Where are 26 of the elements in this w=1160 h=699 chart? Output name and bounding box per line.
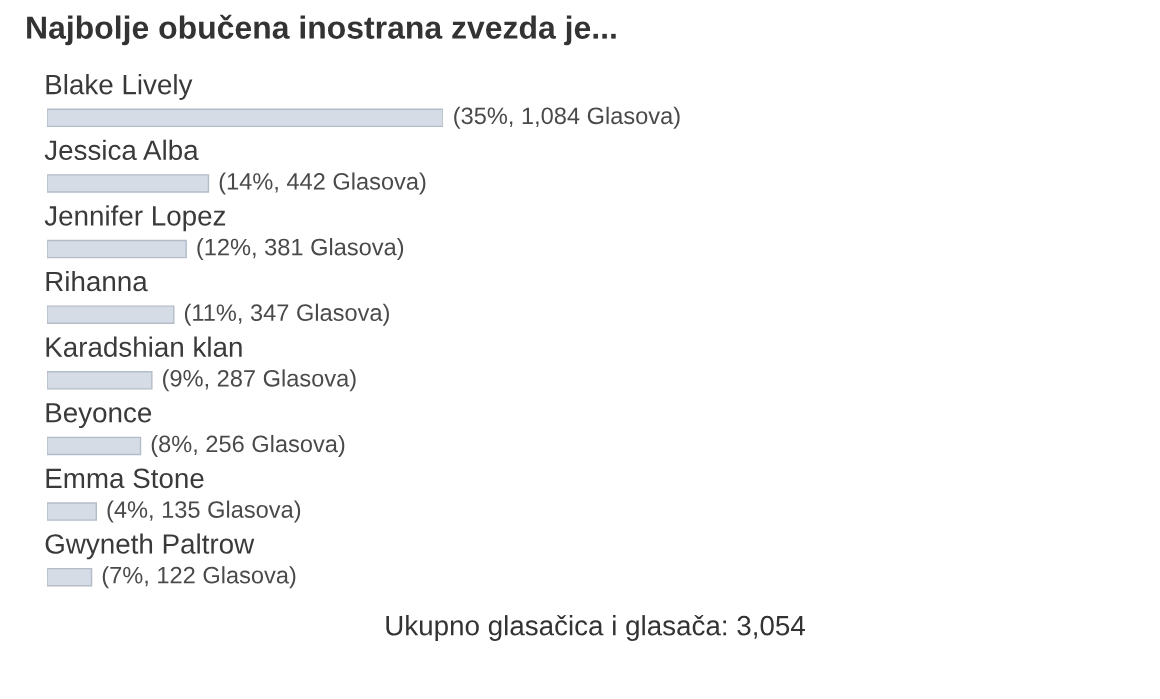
chart-title: Najbolje obučena inostrana zvezda je... — [27, 14, 616, 46]
y-tick-label: Jennifer Lopez — [44, 205, 226, 232]
y-tick-label: Emma Stone — [46, 468, 204, 489]
y-tick-label: Blake Lively — [46, 74, 193, 100]
bar — [47, 567, 93, 587]
bar — [47, 108, 443, 128]
bar — [47, 305, 175, 324]
bar — [47, 371, 153, 390]
data-label: (7%, 122 Glasova) — [102, 566, 296, 589]
data-label: (8%, 256 Glasova) — [151, 434, 345, 457]
data-label: (12%, 381 Glasova) — [197, 238, 404, 261]
y-tick-label: Jessica Alba — [44, 139, 199, 161]
bar — [47, 436, 142, 456]
data-label: (35%, 1,084 Glasova) — [454, 106, 680, 129]
bar — [47, 502, 98, 521]
data-label: (4%, 135 Glasova) — [107, 500, 301, 523]
y-tick-label: Beyonce — [46, 403, 152, 429]
y-tick-label: Karadshian klan — [46, 336, 242, 357]
text: Ukupno glasačica i glasača: 3,054 — [386, 615, 805, 641]
bar — [47, 239, 187, 259]
data-label: (9%, 287 Glasova) — [163, 369, 356, 392]
y-tick-label: Gwyneth Paltrow — [45, 533, 255, 560]
bar — [47, 174, 210, 193]
data-label: (14%, 442 Glasova) — [219, 172, 426, 195]
data-label: (11%, 347 Glasova) — [184, 303, 389, 326]
y-tick-label: Rihanna — [46, 270, 148, 292]
